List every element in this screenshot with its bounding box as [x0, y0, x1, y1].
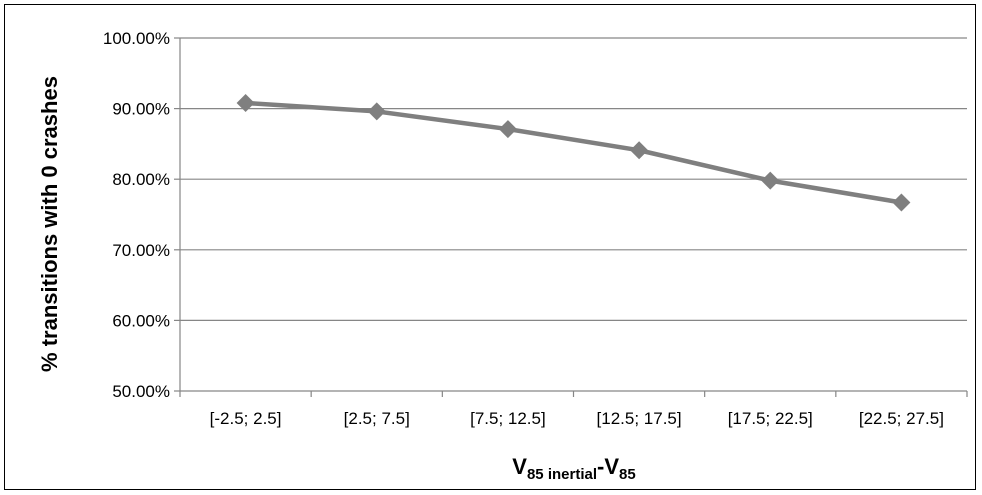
x-tick-label: [7.5; 12.5]: [470, 409, 546, 428]
x-axis-title-sub2: 85: [619, 466, 636, 483]
gridlines: [180, 37, 967, 321]
x-tick-label: [-2.5; 2.5]: [210, 409, 282, 428]
y-tick-label: 60.00%: [112, 311, 170, 330]
series-line: [245, 100, 902, 205]
x-tick-label: [17.5; 22.5]: [728, 409, 813, 428]
y-tick-label: 70.00%: [112, 241, 170, 260]
axes: [174, 37, 968, 397]
x-axis-title: V85 inertial-V85: [512, 454, 635, 483]
data-point: [498, 120, 517, 139]
x-tick-labels: [-2.5; 2.5] [2.5; 7.5] [7.5; 12.5] [12.5; 1…: [210, 409, 944, 428]
y-tick-label: 100.00%: [103, 29, 170, 48]
data-point: [367, 102, 386, 121]
y-tick-label: 80.00%: [112, 170, 170, 189]
data-point: [236, 93, 255, 112]
data-point: [630, 141, 649, 160]
y-axis-title: % transitions with 0 crashes: [37, 76, 62, 372]
series: [236, 93, 911, 212]
y-tick-labels: 100.00% 90.00% 80.00% 70.00% 60.00% 50.00%: [103, 29, 170, 401]
x-axis-title-main: V: [512, 454, 527, 479]
x-tick-label: [2.5; 7.5]: [344, 409, 410, 428]
x-axis-title-sep: -V: [597, 454, 619, 479]
x-tick-label: [12.5; 17.5]: [597, 409, 682, 428]
x-tick-label: [22.5; 27.5]: [859, 409, 944, 428]
data-point: [892, 193, 911, 212]
y-tick-label: 90.00%: [112, 100, 170, 119]
x-axis-title-sub1: 85 inertial: [527, 466, 597, 483]
y-tick-label: 50.00%: [112, 382, 170, 401]
chart-frame: [4, 4, 976, 490]
data-point: [761, 171, 780, 190]
